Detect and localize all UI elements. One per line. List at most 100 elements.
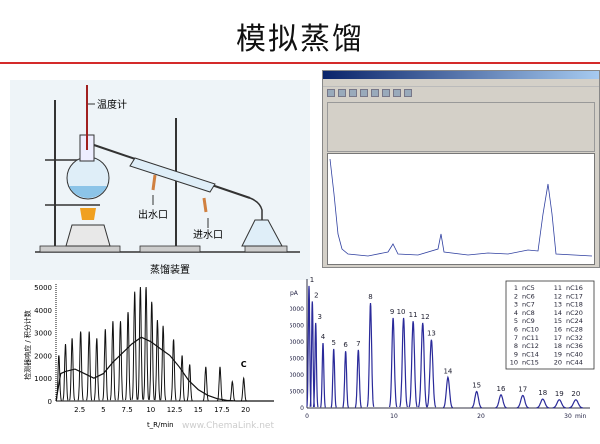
y-tick-label: 15000 [290, 356, 304, 363]
legend-number: 11 [554, 284, 562, 292]
peak [109, 321, 116, 401]
simdis-chromatogram: 0 1000 2000 3000 4000 5000 2.5 5 7.5 10 12.5 15 17.5… [23, 283, 274, 429]
peak [160, 325, 167, 401]
peak-label: 10 [397, 308, 406, 316]
peak-label: 12 [421, 313, 430, 321]
toolbar-button[interactable] [327, 89, 335, 97]
peak [186, 364, 193, 401]
y-tick-label: 30000 [290, 306, 304, 313]
peak-13 [426, 339, 437, 408]
peak-9 [388, 317, 398, 408]
legend-compound: nC32 [566, 334, 583, 342]
peak-5 [330, 348, 337, 408]
legend-compound: nC28 [566, 326, 583, 334]
x-axis-unit: min [575, 413, 587, 420]
menu-bar[interactable] [323, 79, 599, 87]
x-tick-label: 12.5 [167, 406, 183, 414]
peak-11 [408, 321, 418, 408]
peak-7 [354, 349, 362, 408]
toolbar-button[interactable] [393, 89, 401, 97]
peak [143, 286, 150, 400]
legend-number: 2 [514, 292, 518, 300]
legend-compound: nC36 [566, 342, 583, 350]
legend-number: 19 [554, 350, 562, 358]
legend-compound: nC8 [522, 309, 535, 317]
peak-15 [471, 390, 483, 409]
legend-box [505, 280, 595, 370]
peak [137, 286, 144, 400]
toolbar-button[interactable] [349, 89, 357, 97]
slide-title: 模拟蒸馏 [236, 22, 364, 57]
y-tick-label: 5000 [290, 389, 304, 396]
x-tick-label: 20 [241, 406, 250, 414]
distillation-apparatus-diagram: 温度计 出水口 进水口 蒸馏装置 [10, 80, 310, 280]
peak-label: 4 [321, 333, 326, 341]
x-tick-label: 15 [194, 406, 203, 414]
peak-4 [320, 342, 326, 408]
legend-compound: nC40 [566, 350, 583, 358]
legend-compound: nC14 [522, 350, 539, 358]
annotation-label: C [241, 360, 247, 369]
peak-label: 6 [343, 341, 348, 349]
legend-number: 6 [514, 326, 518, 334]
y-axis-unit: pA [290, 290, 299, 297]
peak-label: 20 [571, 390, 580, 398]
legend-number: 4 [514, 309, 518, 317]
peak [102, 329, 109, 401]
apparatus-caption: 蒸馏装置 [150, 263, 190, 276]
x-tick-label: 30 [564, 413, 572, 420]
legend-number: 13 [554, 301, 562, 309]
peak-17 [516, 394, 529, 409]
peak [77, 331, 84, 401]
legend-number: 8 [514, 342, 518, 350]
legend-compound: nC15 [522, 359, 539, 367]
y-tick-label: 25000 [290, 323, 304, 330]
peak-label: 11 [409, 311, 418, 319]
legend-compound: nC7 [522, 301, 535, 309]
y-tick-label: 3000 [34, 330, 52, 338]
legend-number: 15 [554, 317, 562, 325]
legend-compound: nC24 [566, 317, 583, 325]
peak-6 [342, 351, 349, 408]
x-tick-label: 0 [305, 413, 309, 420]
peak [170, 339, 177, 401]
toolbar [323, 87, 599, 99]
parameter-panel [327, 102, 595, 152]
water-outlet-label: 出水口 [138, 208, 168, 221]
toolbar-button[interactable] [338, 89, 346, 97]
chromatogram-trace [329, 158, 593, 257]
peak [179, 355, 186, 401]
legend-number: 14 [554, 309, 562, 317]
legend-number: 7 [514, 334, 518, 342]
peak-14 [442, 375, 454, 409]
peak-label: 1 [310, 276, 314, 284]
window-title-bar[interactable] [323, 71, 599, 79]
peak [117, 321, 124, 401]
watermark: www.ChemaLink.net [182, 421, 274, 431]
peak-3 [312, 322, 319, 408]
legend-compound: nC17 [566, 292, 583, 300]
peak-label: 15 [472, 382, 481, 390]
y-tick-label: 0 [300, 405, 304, 412]
legend-number: 5 [514, 317, 518, 325]
toolbar-button[interactable] [404, 89, 412, 97]
peak-16 [495, 394, 507, 409]
toolbar-button[interactable] [360, 89, 368, 97]
toolbar-button[interactable] [371, 89, 379, 97]
x-axis-label: t_R/min [147, 421, 174, 429]
y-tick-label: 4000 [34, 307, 52, 315]
chromatogram-view [327, 153, 595, 265]
peak-label: 16 [497, 385, 506, 393]
peak-label: 9 [390, 308, 394, 316]
peak [55, 355, 62, 401]
thermometer-label: 温度计 [97, 98, 127, 111]
toolbar-button[interactable] [382, 89, 390, 97]
legend-number: 17 [554, 334, 562, 342]
peak-label: 13 [427, 330, 436, 338]
x-tick-label: 10 [146, 406, 155, 414]
nalkane-chromatogram: 0 5000 10000 15000 20000 25000 30000 pA 0 10 20 30m… [290, 276, 595, 420]
peak-label: 17 [518, 385, 527, 393]
x-tick-label: 20 [477, 413, 485, 420]
peak-8 [366, 303, 375, 407]
legend-number: 9 [514, 350, 518, 358]
